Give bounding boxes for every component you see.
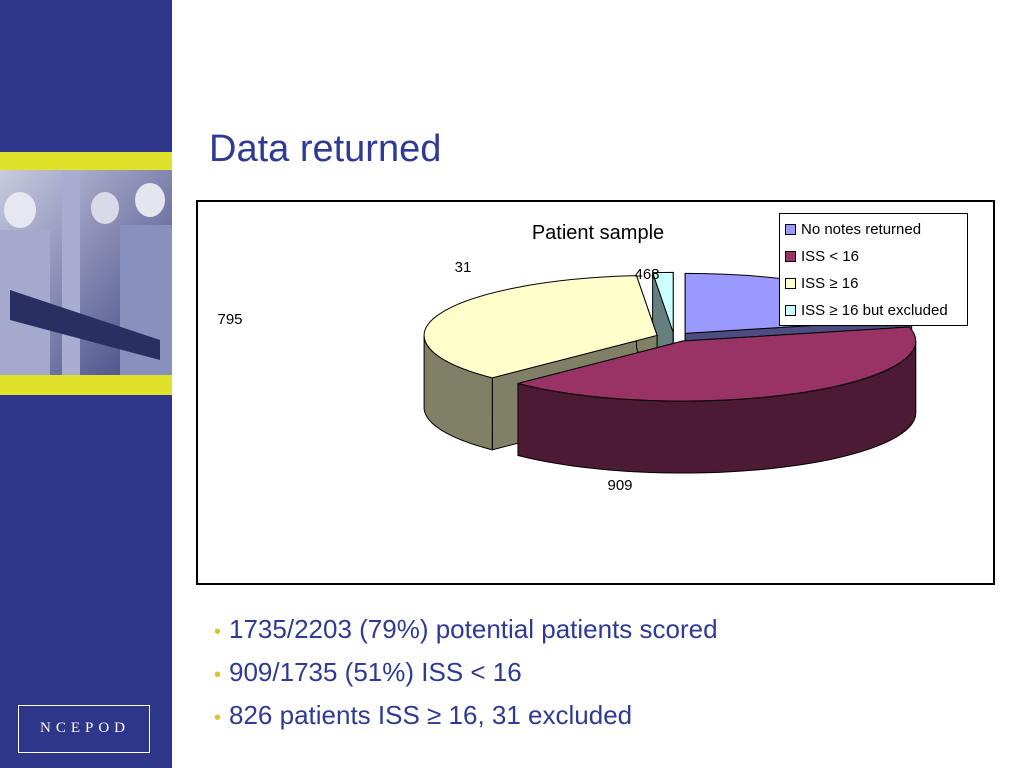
paramedics-photo: [0, 170, 172, 375]
bullet-text: 1735/2203 (79%) potential patients score…: [229, 614, 718, 644]
data-label: 468: [634, 266, 659, 283]
chart-title: Patient sample: [532, 222, 664, 244]
legend-entry: ISS ≥ 16 but excluded: [780, 297, 967, 324]
data-label: 795: [217, 311, 242, 328]
data-label: 909: [607, 477, 632, 494]
ncepod-logo: NCEPOD: [18, 705, 150, 753]
bullet-dot: •: [214, 621, 222, 643]
slide-title: Data returned: [209, 128, 442, 170]
legend-swatch: [785, 224, 796, 235]
legend-label: No notes returned: [801, 221, 922, 238]
legend-swatch: [785, 278, 796, 289]
bullet-text: 826 patients ISS ≥ 16, 31 excluded: [229, 700, 633, 730]
chart-frame: 468 909 795 31 Patient sample No notes retu…: [196, 200, 995, 585]
bullet-item: • 909/1735 (51%) ISS < 16: [214, 655, 718, 698]
legend-entry: ISS ≥ 16: [780, 270, 967, 297]
bullet-list: • 1735/2203 (79%) potential patients scor…: [214, 612, 718, 741]
bullet-item: • 826 patients ISS ≥ 16, 31 excluded: [214, 698, 718, 741]
legend-swatch: [785, 251, 796, 262]
legend-entry: ISS < 16: [780, 243, 967, 270]
pie-slice: [517, 326, 917, 402]
bullet-item: • 1735/2203 (79%) potential patients scor…: [214, 612, 718, 655]
chart-legend: No notes returned ISS < 16 ISS ≥ 16 ISS ≥ 1…: [779, 213, 968, 326]
legend-entry: No notes returned: [780, 216, 967, 243]
legend-label: ISS ≥ 16 but excluded: [801, 302, 948, 319]
logo-text: NCEPOD: [39, 720, 130, 736]
bullet-dot: •: [214, 664, 222, 686]
legend-label: ISS ≥ 16: [801, 275, 859, 292]
bullet-dot: •: [214, 707, 222, 729]
bullet-text: 909/1735 (51%) ISS < 16: [229, 657, 522, 687]
legend-label: ISS < 16: [801, 248, 859, 265]
data-label: 31: [455, 259, 472, 276]
pie-slice: [423, 275, 658, 379]
legend-swatch: [785, 305, 796, 316]
pie-slice: [651, 271, 674, 333]
pie-chart: 468 909 795 31 Patient sample: [217, 222, 917, 494]
